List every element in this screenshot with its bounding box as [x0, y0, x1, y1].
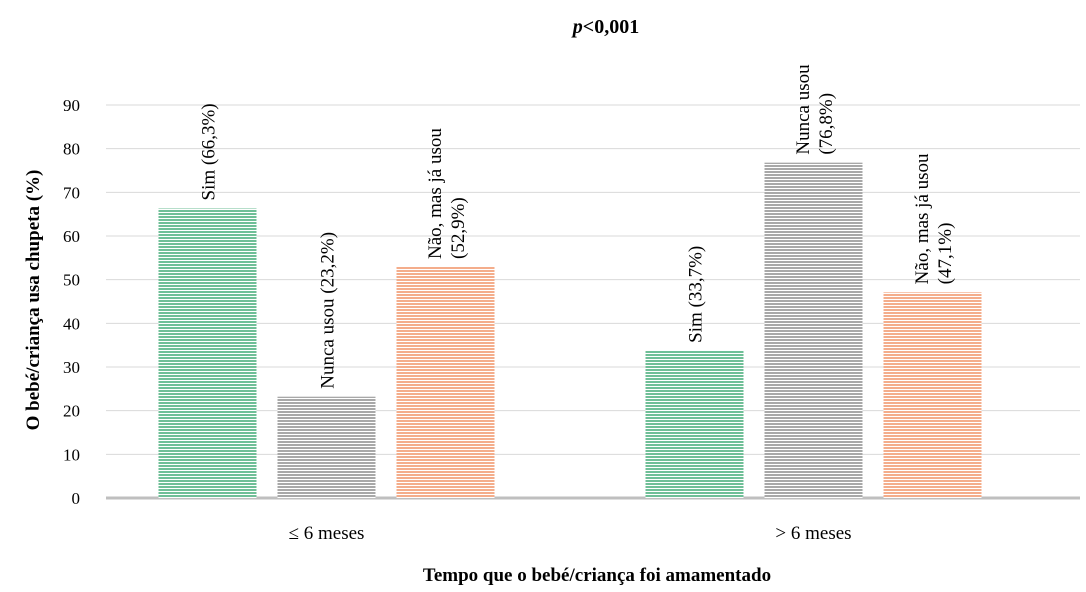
data-label: Nunca usou (76,8%) [793, 64, 837, 155]
y-tick-label: 70 [63, 183, 80, 202]
data-label: Nunca usou (23,2%) [318, 232, 339, 389]
bar-sim-1 [158, 208, 257, 499]
data-label: Sim (66,3%) [199, 103, 220, 200]
y-tick-label: 20 [63, 402, 80, 421]
bars [158, 162, 982, 499]
data-label: Sim (33,7%) [686, 246, 707, 343]
bar-nunca-usou-2 [764, 162, 863, 498]
data-label: Não, mas já usou (47,1%) [912, 153, 956, 284]
x-axis-categories: ≤ 6 meses > 6 meses [289, 523, 852, 544]
x-category-label: > 6 meses [775, 523, 851, 544]
y-tick-label: 0 [72, 489, 81, 508]
bar-n-o-mas-j-usou-2 [883, 292, 982, 498]
y-tick-label: 90 [63, 96, 80, 115]
p-value-annotation: p<0,001 [571, 16, 639, 38]
y-tick-label: 60 [63, 227, 80, 246]
data-labels: Sim (66,3%) Nunca usou (23,2%) Não, mas já… [199, 64, 957, 389]
bar-nunca-usou-1 [277, 396, 376, 498]
y-tick-label: 30 [63, 358, 80, 377]
y-tick-label: 50 [63, 271, 80, 290]
x-axis-title: Tempo que o bebé/criança foi amamentado [423, 565, 771, 586]
bar-sim-2 [645, 350, 744, 498]
y-axis-ticks: 0 10 20 30 40 50 60 70 80 90 [63, 96, 80, 508]
y-tick-label: 80 [63, 140, 80, 159]
data-label: Não, mas já usou (52,9%) [425, 128, 469, 259]
x-category-label: ≤ 6 meses [289, 523, 365, 544]
y-tick-label: 40 [63, 314, 80, 333]
y-axis-title: O bebé/criança usa chupeta (%) [23, 170, 44, 431]
bar-n-o-mas-j-usou-1 [396, 267, 495, 498]
y-tick-label: 10 [63, 445, 80, 464]
